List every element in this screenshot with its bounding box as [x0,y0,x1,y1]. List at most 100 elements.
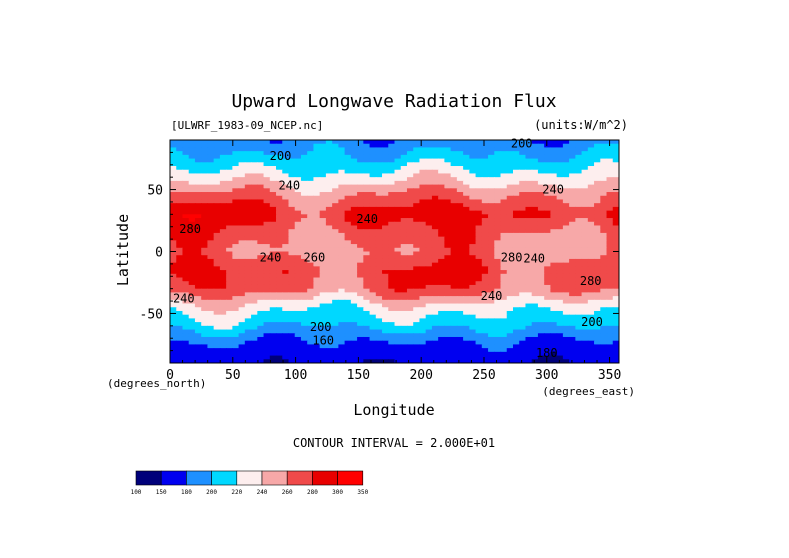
contour-cell [325,251,333,256]
contour-cell [369,162,377,167]
contour-cell [226,292,233,297]
contour-cell [463,143,470,149]
contour-cell [369,299,377,305]
contour-cell [600,325,608,331]
contour-cell [382,277,389,282]
contour-cell [600,288,608,293]
contour-cell [562,210,570,215]
contour-cell [606,169,614,175]
contour-cell [406,184,414,189]
contour-cell [575,359,583,363]
contour-cell [319,314,327,319]
contour-cell [463,240,470,245]
contour-cell [612,262,619,267]
contour-cell [394,348,402,353]
contour-cell [581,299,589,305]
contour-cell [419,240,427,245]
contour-cell [394,299,402,305]
contour-cell [481,232,489,238]
contour-cell [394,203,402,208]
contour-cell [575,184,583,189]
contour-cell [456,284,464,290]
contour-cell [288,307,296,312]
contour-cell [176,355,184,360]
contour-cell [500,292,508,297]
contour-cell [363,284,371,290]
contour-cell [612,329,619,334]
contour-cell [269,140,277,145]
contour-label: 280 [501,250,523,264]
contour-cell [276,262,283,267]
contour-cell [375,284,383,290]
contour-cell [606,206,614,212]
contour-cell [544,140,552,145]
contour-cell [276,277,283,282]
contour-cell [438,322,445,327]
contour-cell [307,214,315,219]
contour-cell [188,310,196,316]
contour-cell [406,232,414,238]
contour-cell [350,158,358,163]
contour-cell [581,232,589,238]
contour-cell [562,188,570,193]
contour-cell [257,325,265,331]
contour-cell [226,307,233,312]
contour-cell [562,329,570,334]
contour-cell [612,255,619,260]
contour-cell [300,169,308,175]
contour-cell [201,336,209,342]
contour-cell [413,154,421,160]
contour-cell [382,140,389,145]
contour-cell [494,281,502,286]
contour-cell [488,322,495,327]
contour-cell [469,325,477,331]
contour-cell [469,255,477,260]
contour-cell [550,303,558,308]
contour-cell [382,177,389,182]
contour-cell [469,262,477,267]
contour-cell [594,158,601,163]
contour-cell [581,184,589,189]
contour-cell [444,299,452,305]
contour-cell [556,140,564,145]
contour-cell [357,262,364,267]
contour-cell [369,270,377,275]
contour-cell [587,158,595,163]
contour-cell [257,206,265,212]
contour-cell [469,214,477,219]
contour-cell [226,184,233,189]
contour-cell [244,177,252,182]
contour-cell [425,251,433,256]
contour-cell [213,166,221,171]
contour-cell [525,140,533,145]
contour-cell [238,266,246,271]
contour-cell [232,303,240,308]
contour-cell [463,158,470,163]
contour-cell [500,240,508,245]
contour-cell [587,184,595,189]
contour-cell [288,292,296,297]
contour-cell [469,359,477,363]
contour-cell [556,329,564,334]
contour-cell [406,255,414,260]
contour-cell [288,266,296,271]
contour-cell [600,262,608,267]
contour-cell [344,210,352,215]
contour-cell [406,314,414,319]
contour-cell [594,336,601,342]
contour-cell [244,314,252,319]
contour-cell [282,151,290,156]
contour-cell [544,351,552,357]
contour-cell [188,184,196,189]
contour-cell [519,251,527,256]
contour-cell [544,177,552,182]
contour-cell [394,273,402,279]
contour-cell [463,303,470,308]
contour-cell [531,214,539,219]
contour-cell [294,322,302,327]
contour-cell [606,232,614,238]
contour-cell [282,348,290,353]
contour-cell [425,169,433,175]
contour-cell [282,273,290,279]
contour-cell [450,247,458,253]
